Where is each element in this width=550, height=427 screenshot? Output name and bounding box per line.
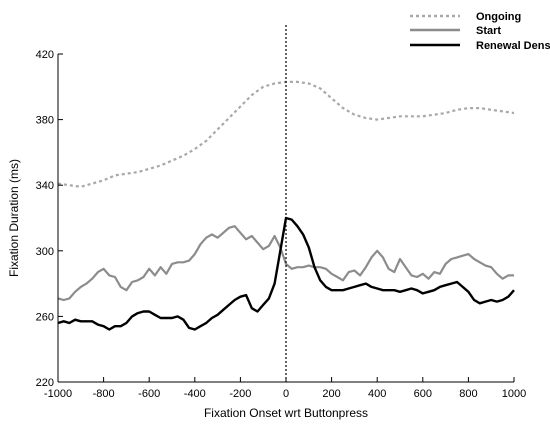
x-tick-label: 0 [283, 388, 289, 400]
y-axis-label: Fixation Duration (ms) [7, 159, 21, 277]
x-axis-label: Fixation Onset wrt Buttonpress [204, 406, 368, 420]
series-line-1 [57, 225, 514, 302]
x-tick-label: -1000 [44, 388, 72, 400]
y-tick-label: 340 [36, 180, 54, 192]
y-tick-label: 220 [36, 377, 54, 389]
x-tick-label: 800 [459, 388, 477, 400]
x-tick-label: -400 [184, 388, 206, 400]
y-tick-label: 260 [36, 311, 54, 323]
x-tick-label: -600 [138, 388, 160, 400]
x-tick-label: 200 [322, 388, 340, 400]
legend-label-2: Renewal Density [476, 40, 550, 52]
x-tick-label: 1000 [502, 388, 526, 400]
y-tick-label: 300 [36, 246, 54, 258]
legend-label-1: Start [476, 25, 501, 37]
axes: -1000 -800 -600 -400 -200 0 200 400 600 800 1000 22… [36, 25, 526, 400]
legend-label-0: Ongoing [476, 11, 521, 23]
legend: Ongoing Start Renewal Density [410, 11, 550, 52]
x-tick-label: -200 [229, 388, 251, 400]
x-tick-label: -800 [93, 388, 115, 400]
x-tick-label: 600 [414, 388, 432, 400]
y-tick-label: 380 [36, 115, 54, 127]
x-tick-label: 400 [368, 388, 386, 400]
y-tick-label: 420 [36, 49, 54, 61]
